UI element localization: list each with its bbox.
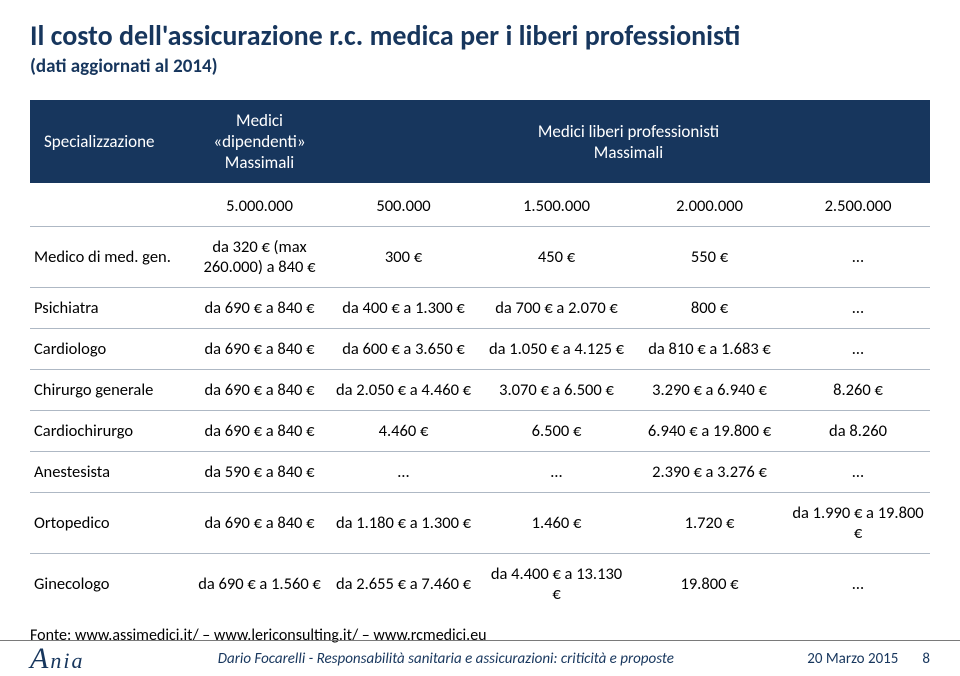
cell-value: 500.000 [327, 185, 480, 227]
cell-value: 6.940 € a 19.800 € [633, 411, 786, 452]
table-row: Ortopedicoda 690 € a 840 €da 1.180 € a 1… [30, 493, 930, 554]
cell-value: 1.720 € [633, 493, 786, 554]
table-row: 5.000.000500.0001.500.0002.000.0002.500.… [30, 185, 930, 227]
cell-value: 2.390 € a 3.276 € [633, 452, 786, 493]
insurance-cost-table: Specializzazione Medici «dipendenti» Mas… [30, 100, 930, 614]
cell-value: da 600 € a 3.650 € [327, 329, 480, 370]
cell-value: … [786, 227, 930, 288]
cell-spec: Anestesista [30, 452, 192, 493]
col-dipendenti: Medici «dipendenti» Massimali [192, 100, 327, 185]
cell-value: 4.460 € [327, 411, 480, 452]
cell-spec: Cardiochirurgo [30, 411, 192, 452]
cell-value: 300 € [327, 227, 480, 288]
cell-spec [30, 185, 192, 227]
table-row: Ginecologoda 690 € a 1.560 €da 2.655 € a… [30, 554, 930, 615]
table-row: Cardiologoda 690 € a 840 €da 600 € a 3.6… [30, 329, 930, 370]
cell-value: 450 € [480, 227, 633, 288]
cell-value: 2.500.000 [786, 185, 930, 227]
col-dip-line3: Massimali [225, 152, 294, 173]
cell-value: da 8.260 [786, 411, 930, 452]
cell-value: da 690 € a 840 € [192, 329, 327, 370]
cell-value: 2.000.000 [633, 185, 786, 227]
cell-value: da 320 € (max 260.000) a 840 € [192, 227, 327, 288]
cell-value: 8.260 € [786, 370, 930, 411]
col-specializzazione: Specializzazione [30, 100, 192, 185]
slide-subtitle: (dati aggiornati al 2014) [30, 55, 930, 78]
cell-spec: Medico di med. gen. [30, 227, 192, 288]
cell-value: da 690 € a 1.560 € [192, 554, 327, 615]
footer-bar: AAniania Dario Focarelli - Responsabilit… [0, 640, 960, 676]
cell-value: 800 € [633, 288, 786, 329]
cell-value: da 4.400 € a 13.130 € [480, 554, 633, 615]
ania-logo: AAniania [30, 642, 84, 676]
col-lib-line2: Massimali [594, 142, 663, 163]
cell-value: 19.800 € [633, 554, 786, 615]
cell-value: … [327, 452, 480, 493]
cell-value: 1.460 € [480, 493, 633, 554]
table-row: Psichiatrada 690 € a 840 €da 400 € a 1.3… [30, 288, 930, 329]
cell-value: da 810 € a 1.683 € [633, 329, 786, 370]
cell-value: da 690 € a 840 € [192, 288, 327, 329]
table-row: Anestesistada 590 € a 840 €……2.390 € a 3… [30, 452, 930, 493]
table-header-row: Specializzazione Medici «dipendenti» Mas… [30, 100, 930, 185]
cell-value: … [786, 452, 930, 493]
cell-value: … [786, 329, 930, 370]
cell-value: da 690 € a 840 € [192, 411, 327, 452]
cell-spec: Psichiatra [30, 288, 192, 329]
footer-date: 20 Marzo 2015 [807, 650, 898, 668]
col-lib-line1: Medici liberi professionisti [538, 121, 719, 142]
cell-value: 6.500 € [480, 411, 633, 452]
cell-value: … [786, 554, 930, 615]
cell-value: … [480, 452, 633, 493]
cell-spec: Ginecologo [30, 554, 192, 615]
cell-value: da 700 € a 2.070 € [480, 288, 633, 329]
footer-page-number: 8 [922, 650, 930, 668]
col-dip-line1: Medici [236, 110, 283, 131]
cell-value: da 590 € a 840 € [192, 452, 327, 493]
table-row: Medico di med. gen.da 320 € (max 260.000… [30, 227, 930, 288]
cell-value: da 690 € a 840 € [192, 493, 327, 554]
footer-title: Dario Focarelli - Responsabilità sanitar… [84, 650, 807, 668]
cell-value: da 690 € a 840 € [192, 370, 327, 411]
cell-value: da 1.050 € a 4.125 € [480, 329, 633, 370]
cell-value: 3.290 € a 6.940 € [633, 370, 786, 411]
col-dip-line2: «dipendenti» [213, 131, 305, 152]
col-liberi: Medici liberi professionisti Massimali [327, 100, 930, 185]
cell-value: 550 € [633, 227, 786, 288]
cell-value: 1.500.000 [480, 185, 633, 227]
cell-value: … [786, 288, 930, 329]
cell-value: da 2.050 € a 4.460 € [327, 370, 480, 411]
slide-title: Il costo dell'assicurazione r.c. medica … [30, 18, 930, 53]
cell-value: da 1.180 € a 1.300 € [327, 493, 480, 554]
cell-spec: Chirurgo generale [30, 370, 192, 411]
cell-value: 5.000.000 [192, 185, 327, 227]
cell-value: da 1.990 € a 19.800 € [786, 493, 930, 554]
cell-value: 3.070 € a 6.500 € [480, 370, 633, 411]
cell-value: da 2.655 € a 7.460 € [327, 554, 480, 615]
cell-spec: Cardiologo [30, 329, 192, 370]
table-row: Chirurgo generaleda 690 € a 840 €da 2.05… [30, 370, 930, 411]
cell-spec: Ortopedico [30, 493, 192, 554]
table-row: Cardiochirurgoda 690 € a 840 €4.460 €6.5… [30, 411, 930, 452]
cell-value: da 400 € a 1.300 € [327, 288, 480, 329]
